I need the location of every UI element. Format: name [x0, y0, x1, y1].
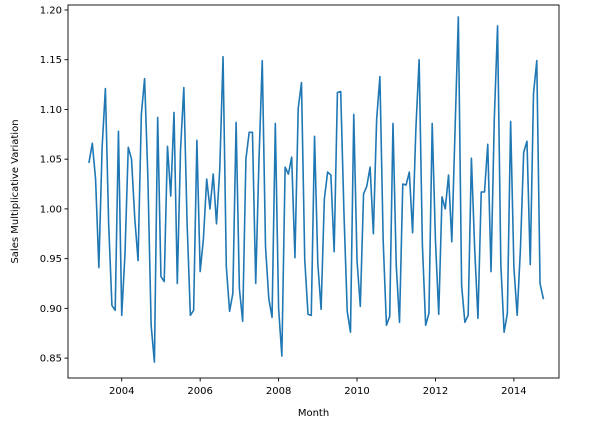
x-tick-label: 2010	[344, 386, 369, 397]
x-tick-label: 2006	[187, 386, 212, 397]
plot-area	[88, 16, 545, 363]
x-tick-label: 2012	[423, 386, 448, 397]
y-tick-label: 1.00	[40, 204, 62, 215]
y-tick-label: 0.90	[40, 304, 62, 315]
y-axis: 0.85 0.90 0.95 1.00 1.05 1.10 1.15 1.20	[40, 5, 68, 365]
series-line	[88, 16, 545, 363]
y-tick-label: 1.10	[40, 105, 62, 116]
y-axis-title: Sales Multiplicative Variation	[10, 119, 21, 263]
y-tick-label: 1.05	[40, 155, 62, 166]
x-tick-label: 2008	[266, 386, 291, 397]
y-tick-label: 1.20	[40, 5, 62, 16]
y-tick-label: 0.95	[40, 254, 62, 265]
y-tick-label: 0.85	[40, 354, 62, 365]
x-axis-title: Month	[298, 408, 329, 419]
y-tick-label: 1.15	[40, 55, 62, 66]
plot-frame	[67, 4, 560, 379]
x-axis: 2004 2006 2008 2010 2012 2014	[109, 378, 527, 397]
x-tick-label: 2014	[501, 386, 526, 397]
x-tick-label: 2004	[109, 386, 134, 397]
